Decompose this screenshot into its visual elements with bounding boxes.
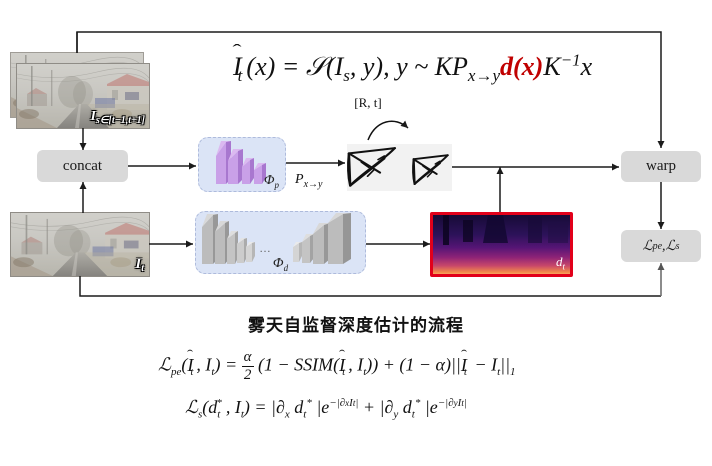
svg-text:…: … — [259, 241, 271, 255]
